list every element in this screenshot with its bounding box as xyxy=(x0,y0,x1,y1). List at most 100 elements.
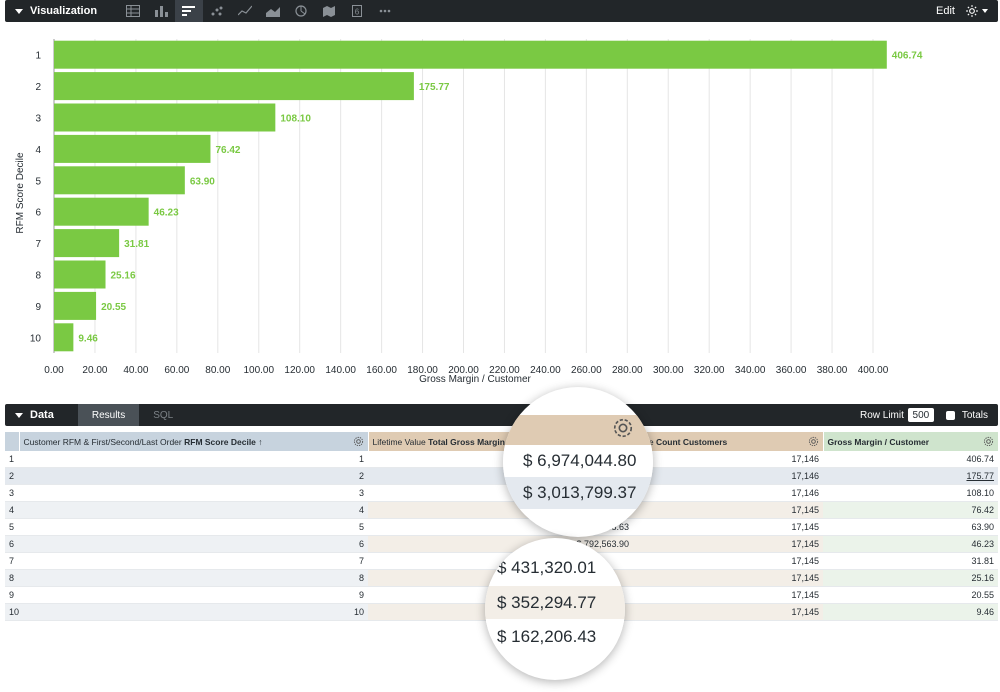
bar[interactable] xyxy=(54,197,149,226)
table-row[interactable]: 1 1 17,146 406.74 xyxy=(5,451,998,468)
pie-chart-icon[interactable] xyxy=(287,0,315,22)
cell-count-customers: 17,146 xyxy=(633,484,823,502)
column-gear-icon[interactable] xyxy=(353,436,364,447)
row-number-header xyxy=(5,432,20,451)
visualization-type-toolbar: 6 xyxy=(119,0,399,22)
magnifier-top: $ 6,974,044.80 $ 3,013,799.37 xyxy=(503,387,653,537)
header-bold: Count Customers xyxy=(655,436,728,447)
chart-bars xyxy=(54,40,887,352)
x-tick-label: 180.00 xyxy=(407,365,438,376)
cell-rfm-decile: 10 xyxy=(19,603,368,621)
row-number: 6 xyxy=(5,535,19,553)
column-chart-icon[interactable] xyxy=(147,0,175,22)
data-label: 9.46 xyxy=(78,333,98,344)
cell-rfm-decile: 7 xyxy=(19,552,368,570)
totals-label: Totals xyxy=(961,409,988,421)
bar[interactable] xyxy=(54,229,120,258)
area-chart-icon[interactable] xyxy=(259,0,287,22)
data-label: 406.74 xyxy=(892,51,923,62)
magnifier-bottom: $ 431,320.01 $ 352,294.77 $ 162,206.43 xyxy=(485,538,625,680)
cell-rfm-decile: 2 xyxy=(19,467,368,485)
tab-results[interactable]: Results xyxy=(77,404,140,426)
cell-rfm-decile: 8 xyxy=(19,569,368,587)
magnified-gear-icon xyxy=(613,418,633,438)
more-icon[interactable] xyxy=(371,0,399,22)
category-label: 10 xyxy=(30,333,42,344)
settings-gear-icon[interactable] xyxy=(965,4,988,18)
x-tick-label: 220.00 xyxy=(489,365,520,376)
data-label: 63.90 xyxy=(190,176,215,187)
magnified-value: $ 352,294.77 xyxy=(497,593,597,612)
x-tick-label: 0.00 xyxy=(44,365,64,376)
category-label: 8 xyxy=(35,271,41,282)
bar[interactable] xyxy=(54,166,185,195)
cell-count-customers: 17,145 xyxy=(633,518,823,536)
table-row[interactable]: 3 3 17,146 108.10 xyxy=(5,484,998,502)
cell-rfm-decile: 5 xyxy=(19,518,368,536)
x-tick-label: 400.00 xyxy=(858,365,889,376)
category-label: 3 xyxy=(35,114,41,125)
x-tick-label: 140.00 xyxy=(325,365,356,376)
cell-gross-margin-per-customer: 175.77 xyxy=(823,467,998,485)
bar[interactable] xyxy=(54,260,106,289)
data-label: 175.77 xyxy=(419,82,450,93)
x-tick-label: 360.00 xyxy=(776,365,807,376)
data-panel-header: Data Results SQL Row Limit 500 Totals xyxy=(5,404,998,426)
collapse-caret-icon[interactable] xyxy=(15,8,23,14)
table-icon[interactable] xyxy=(119,0,147,22)
single-value-icon[interactable]: 6 xyxy=(343,0,371,22)
column-header-rfm-decile[interactable]: Customer RFM & First/Second/Last Order R… xyxy=(19,432,369,451)
row-number: 8 xyxy=(5,569,19,587)
bar[interactable] xyxy=(54,40,887,69)
row-number: 5 xyxy=(5,518,19,536)
cell-count-customers: 17,145 xyxy=(633,586,823,604)
y-axis-label: RFM Score Decile xyxy=(15,152,26,234)
cell-gross-margin-per-customer: 76.42 xyxy=(823,501,998,519)
visualization-header: Visualization 6 Edit xyxy=(5,0,998,22)
bar[interactable] xyxy=(54,72,414,101)
category-label: 7 xyxy=(35,239,41,250)
cell-gross-margin-per-customer: 406.74 xyxy=(823,451,998,468)
bar[interactable] xyxy=(54,103,276,132)
cell-count-customers: 17,145 xyxy=(633,535,823,553)
row-number: 2 xyxy=(5,467,19,485)
x-tick-label: 200.00 xyxy=(448,365,479,376)
cell-rfm-decile: 1 xyxy=(19,451,368,468)
row-limit-input[interactable]: 500 xyxy=(907,408,934,422)
bar[interactable] xyxy=(54,291,97,320)
x-tick-label: 80.00 xyxy=(205,365,230,376)
x-tick-label: 380.00 xyxy=(817,365,848,376)
tab-sql[interactable]: SQL xyxy=(153,409,174,421)
chart-category-labels: 1 2 3 4 5 6 7 8 9 10 xyxy=(30,51,42,345)
bar-chart-icon[interactable] xyxy=(175,0,204,22)
column-gear-icon[interactable] xyxy=(808,436,819,447)
column-header-count-customers[interactable]: alue Count Customers xyxy=(633,432,824,451)
edit-button[interactable]: Edit xyxy=(936,5,955,17)
x-tick-label: 240.00 xyxy=(530,365,561,376)
column-header-gross-margin-per-customer[interactable]: Gross Margin / Customer xyxy=(823,432,999,451)
table-row[interactable]: 6 6 $ 792,563.90 17,145 46.23 xyxy=(5,535,998,553)
data-panel-title: Data xyxy=(30,409,54,421)
bar[interactable] xyxy=(54,134,211,163)
scatter-icon[interactable] xyxy=(203,0,231,22)
data-label: 25.16 xyxy=(111,271,136,282)
bar[interactable] xyxy=(54,323,74,352)
data-tabs: Results SQL xyxy=(77,404,187,426)
data-label: 108.10 xyxy=(280,114,311,125)
collapse-caret-icon[interactable] xyxy=(15,412,23,418)
line-chart-icon[interactable] xyxy=(231,0,259,22)
category-label: 4 xyxy=(35,145,41,156)
category-label: 2 xyxy=(35,82,41,93)
table-row[interactable]: 2 2 17,146 175.77 xyxy=(5,467,998,485)
row-number: 10 xyxy=(5,603,19,621)
x-tick-label: 40.00 xyxy=(123,365,148,376)
category-label: 9 xyxy=(35,302,41,313)
x-tick-label: 300.00 xyxy=(653,365,684,376)
column-gear-icon[interactable] xyxy=(983,436,994,447)
totals-checkbox[interactable] xyxy=(945,410,955,420)
cell-gross-margin-per-customer: 46.23 xyxy=(823,535,998,553)
category-label: 5 xyxy=(35,176,41,187)
table-row[interactable]: 4 4 17,145 76.42 xyxy=(5,501,998,519)
map-icon[interactable] xyxy=(315,0,343,22)
